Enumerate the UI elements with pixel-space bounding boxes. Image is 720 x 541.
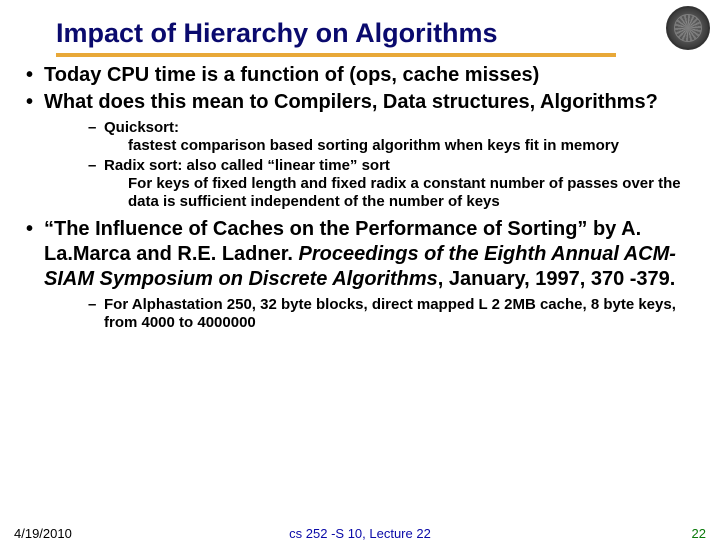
slide-content: Today CPU time is a function of (ops, ca… (0, 63, 720, 332)
bullet-2: What does this mean to Compilers, Data s… (24, 90, 696, 211)
bullet-2-sub-2: Radix sort: also called “linear time” so… (44, 157, 696, 211)
bullet-2-text: What does this mean to Compilers, Data s… (44, 91, 658, 113)
footer-course: cs 252 -S 10, Lecture 22 (289, 526, 431, 541)
bullet-3-sub-1: For Alphastation 250, 32 byte blocks, di… (44, 296, 696, 332)
bullet-3: “The Influence of Caches on the Performa… (24, 217, 696, 332)
footer-page-number: 22 (692, 526, 706, 541)
bullet-2-sub-1: Quicksort: fastest comparison based sort… (44, 119, 696, 155)
footer-date: 4/19/2010 (14, 526, 72, 541)
bullet-2-sub-2-head: Radix sort: also called “linear time” so… (104, 157, 390, 174)
bullet-3-part3: , January, 1997, 370 -379. (438, 268, 676, 290)
bullet-2-sub-1-body: fastest comparison based sorting algorit… (104, 137, 696, 155)
university-seal-icon (666, 6, 710, 50)
bullet-1: Today CPU time is a function of (ops, ca… (24, 63, 696, 88)
slide-title: Impact of Hierarchy on Algorithms (0, 0, 720, 53)
bullet-2-sub-2-body: For keys of fixed length and fixed radix… (104, 175, 696, 211)
title-underline (56, 53, 616, 57)
bullet-2-sub-1-head: Quicksort: (104, 119, 179, 136)
